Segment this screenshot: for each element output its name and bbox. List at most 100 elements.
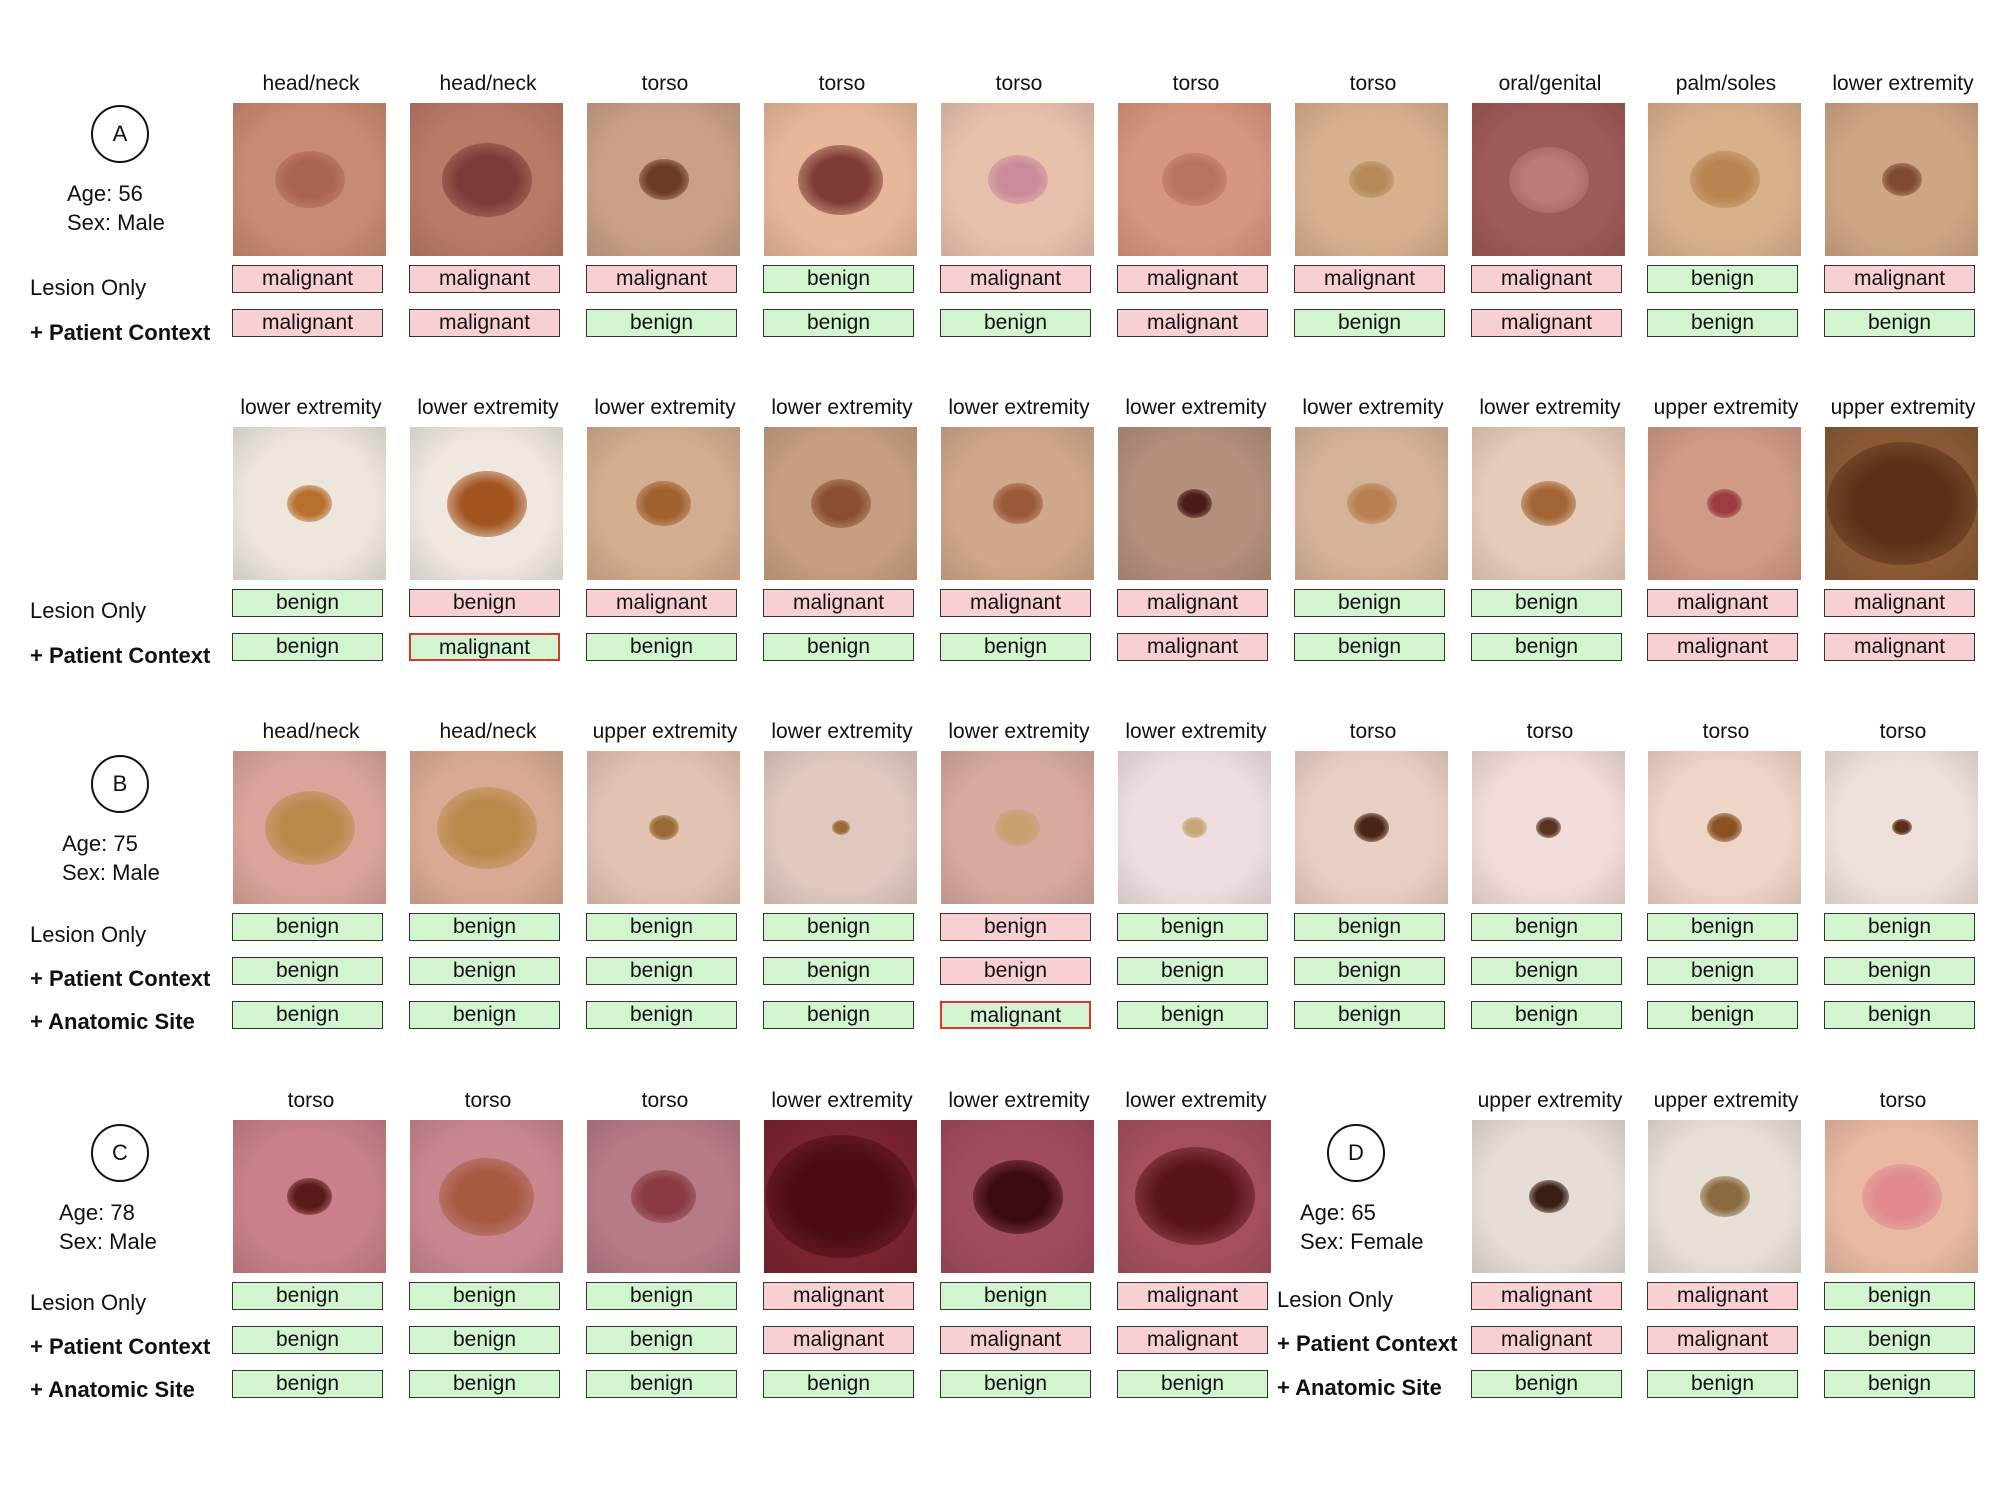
lesion-image	[1825, 751, 1978, 904]
lesion-only-prediction: benign	[1824, 913, 1975, 941]
patient-context-prediction: malignant	[1647, 633, 1798, 661]
lesion-spot	[973, 1160, 1063, 1234]
lesion-only-prediction: benign	[409, 589, 560, 617]
anatomic-site-prediction: benign	[1294, 1001, 1445, 1029]
lesion-only-prediction: benign	[232, 1282, 383, 1310]
lesion-image	[1648, 427, 1801, 580]
lesion-image	[233, 103, 386, 256]
lesion-image	[1118, 427, 1271, 580]
lesion-only-prediction: malignant	[586, 265, 737, 293]
row5-lesion-only-label: Lesion Only	[1277, 1287, 1394, 1312]
anatomic-site-prediction: benign	[940, 1370, 1091, 1398]
lesion-spot	[439, 1158, 534, 1236]
lesion-only-prediction: benign	[940, 913, 1091, 941]
lesion-spot	[1707, 813, 1742, 842]
lesion-image	[1295, 103, 1448, 256]
lesion-only-prediction: malignant	[1471, 265, 1622, 293]
anatomic-site-label: head/neck	[439, 720, 537, 743]
lesion-spot	[631, 1170, 696, 1223]
patient-context-prediction: malignant	[940, 1326, 1091, 1354]
anatomic-site-prediction: benign	[409, 1001, 560, 1029]
patient-context-prediction: benign	[586, 1326, 737, 1354]
anatomic-site-label: lower extremity	[417, 396, 559, 419]
lesion-spot	[995, 809, 1040, 846]
patient-context-prediction: malignant	[1824, 633, 1975, 661]
patient-context-prediction: malignant	[409, 309, 560, 337]
anatomic-site-prediction: benign	[1471, 1001, 1622, 1029]
patient-context-prediction: malignant	[1471, 309, 1622, 337]
patient-context-prediction: benign	[586, 957, 737, 985]
lesion-image	[1118, 103, 1271, 256]
lesion-only-prediction: malignant	[1294, 265, 1445, 293]
anatomic-site-label: torso	[1349, 720, 1397, 743]
lesion-spot	[636, 481, 691, 526]
row4-anatomic-site-label: + Anatomic Site	[30, 1377, 195, 1402]
patient-context-prediction: malignant	[763, 1326, 914, 1354]
lesion-spot	[1862, 1164, 1942, 1230]
lesion-spot	[1529, 1180, 1569, 1213]
anatomic-site-label: lower extremity	[1832, 72, 1974, 95]
anatomic-site-label: torso	[995, 72, 1043, 95]
anatomic-site-prediction: benign	[409, 1370, 560, 1398]
patient-context-prediction: benign	[409, 1326, 560, 1354]
lesion-image	[764, 751, 917, 904]
patient-context-prediction: benign	[1117, 957, 1268, 985]
anatomic-site-label: torso	[1349, 72, 1397, 95]
lesion-spot	[832, 820, 850, 835]
anatomic-site-prediction: benign	[1117, 1370, 1268, 1398]
lesion-only-prediction: malignant	[1647, 589, 1798, 617]
patient-b-age: Age: 75	[62, 831, 138, 856]
lesion-image	[233, 427, 386, 580]
patient-context-prediction: malignant	[1117, 1326, 1268, 1354]
lesion-spot	[1707, 489, 1742, 518]
lesion-image	[1648, 751, 1801, 904]
row2-lesion-only-label: Lesion Only	[30, 598, 147, 623]
row3-patient-context-label: + Patient Context	[30, 966, 211, 991]
row3-anatomic-site-label: + Anatomic Site	[30, 1009, 195, 1034]
patient-c-badge: C	[91, 1124, 149, 1182]
lesion-spot	[1182, 817, 1207, 838]
lesion-spot	[1521, 481, 1576, 526]
lesion-image	[1825, 1120, 1978, 1273]
lesion-image	[1472, 427, 1625, 580]
patient-context-prediction: benign	[1824, 1326, 1975, 1354]
anatomic-site-label: lower extremity	[771, 1089, 913, 1112]
anatomic-site-label: lower extremity	[948, 720, 1090, 743]
anatomic-site-label: head/neck	[439, 72, 537, 95]
lesion-only-prediction: benign	[232, 589, 383, 617]
lesion-spot	[1135, 1147, 1255, 1245]
lesion-spot	[437, 787, 537, 869]
patient-context-prediction: benign	[1294, 957, 1445, 985]
patient-d-age: Age: 65	[1300, 1200, 1376, 1225]
lesion-image	[233, 1120, 386, 1273]
patient-context-prediction: malignant	[232, 309, 383, 337]
lesion-image	[764, 1120, 917, 1273]
patient-context-prediction: benign	[763, 633, 914, 661]
lesion-spot	[287, 1178, 332, 1215]
lesion-only-prediction: benign	[409, 913, 560, 941]
lesion-image	[410, 427, 563, 580]
anatomic-site-prediction: benign	[763, 1001, 914, 1029]
anatomic-site-label: upper extremity	[1653, 396, 1799, 419]
lesion-spot	[265, 791, 355, 865]
anatomic-site-label: torso	[1879, 720, 1927, 743]
lesion-spot	[1349, 161, 1394, 198]
lesion-spot	[1347, 483, 1397, 524]
anatomic-site-label: lower extremity	[1125, 396, 1267, 419]
lesion-only-prediction: malignant	[1824, 265, 1975, 293]
lesion-spot	[447, 471, 527, 537]
anatomic-site-label: oral/genital	[1498, 72, 1602, 95]
anatomic-site-label: torso	[641, 1089, 689, 1112]
lesion-only-prediction: malignant	[940, 265, 1091, 293]
patient-context-prediction: benign	[763, 309, 914, 337]
anatomic-site-label: lower extremity	[1125, 720, 1267, 743]
patient-context-prediction: benign	[1471, 633, 1622, 661]
anatomic-site-prediction: benign	[1647, 1370, 1798, 1398]
lesion-only-prediction: malignant	[763, 1282, 914, 1310]
patient-context-prediction: malignant	[1117, 309, 1268, 337]
lesion-image	[1118, 751, 1271, 904]
lesion-image	[587, 103, 740, 256]
row5-patient-context-label: + Patient Context	[1277, 1331, 1458, 1356]
lesion-spot	[1690, 151, 1760, 208]
lesion-image	[1825, 103, 1978, 256]
